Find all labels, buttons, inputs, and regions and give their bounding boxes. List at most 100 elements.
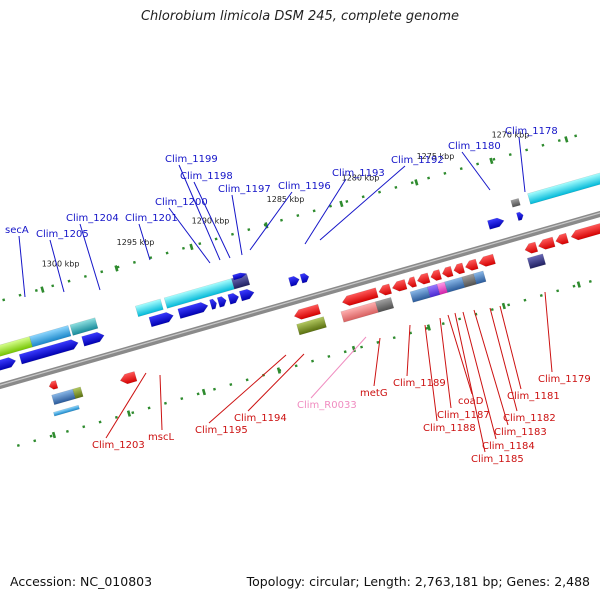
tick-mark-upper (198, 242, 202, 246)
tick-mark-upper (100, 270, 104, 274)
tick-mark-lower (311, 359, 315, 363)
gene-label-upper[interactable]: Clim_1197 (218, 184, 271, 195)
gene-feature (53, 404, 80, 417)
gene-label-lower[interactable]: Clim_1184 (482, 441, 535, 452)
gene-label-upper[interactable]: Clim_1198 (180, 171, 233, 182)
leader-line-lower (544, 291, 553, 373)
gene-label-lower[interactable]: Clim_1195 (195, 425, 248, 436)
gene-features (0, 171, 600, 417)
gene-feature (135, 298, 164, 318)
gene-label-lower[interactable]: Clim_1194 (234, 413, 287, 424)
leader-line-lower (454, 312, 486, 453)
genome-backbone (0, 206, 600, 394)
gene-label-lower[interactable]: Clim_R0033 (297, 400, 357, 411)
tick-mark-upper (525, 148, 529, 152)
gene-feature (51, 388, 76, 406)
tick-major-upper (564, 136, 569, 143)
gene-label-upper[interactable]: Clim_1199 (165, 154, 218, 165)
tick-major-lower (501, 302, 506, 310)
gene-label-lower[interactable]: mscL (148, 432, 174, 443)
tick-mark-upper (443, 171, 447, 175)
gene-feature (526, 253, 547, 270)
gene-feature (510, 198, 521, 208)
leader-line-upper (249, 191, 293, 251)
leader-line-upper (231, 194, 243, 256)
gene-feature (18, 339, 79, 365)
label-leader-lines (18, 136, 553, 453)
tick-mark-lower (376, 340, 380, 344)
tick-mark-upper (378, 190, 382, 194)
gene-label-upper[interactable]: Clim_1193 (332, 168, 385, 179)
tick-mark-upper (51, 284, 55, 288)
gene-label-lower[interactable]: Clim_1189 (393, 378, 446, 389)
tick-mark-upper (181, 246, 185, 250)
gene-feature (148, 312, 174, 328)
gene-feature (29, 325, 72, 348)
gene-feature (555, 232, 569, 245)
gene-feature (378, 283, 393, 296)
leader-line-lower (247, 353, 305, 412)
leader-line-lower (310, 336, 367, 399)
gene-label-upper[interactable]: Clim_1192 (391, 155, 444, 166)
gene-label-lower[interactable]: Clim_1203 (92, 440, 145, 451)
gene-label-upper[interactable]: Clim_1204 (66, 213, 119, 224)
kbp-tick-label: 1270 kbp (492, 131, 530, 140)
tick-mark-lower (114, 415, 118, 419)
gene-feature (232, 272, 248, 281)
gene-label-lower[interactable]: Clim_1179 (538, 374, 591, 385)
tick-mark-lower (539, 294, 543, 297)
tick-major-upper (339, 200, 344, 208)
leader-line-lower (373, 337, 381, 387)
gene-label-lower[interactable]: metG (360, 388, 388, 399)
gene-label-upper[interactable]: Clim_1201 (125, 213, 178, 224)
tick-mark-upper (492, 157, 496, 161)
tick-mark-lower (65, 429, 69, 433)
gene-feature (69, 317, 99, 336)
gene-label-upper[interactable]: Clim_1180 (448, 141, 501, 152)
tick-mark-upper (361, 195, 365, 199)
gene-label-lower[interactable]: Clim_1181 (507, 391, 560, 402)
gene-label-upper[interactable]: Clim_1205 (36, 229, 89, 240)
leader-line-lower (447, 314, 473, 395)
tick-mark-upper (230, 232, 234, 236)
gene-feature (478, 253, 496, 267)
gene-label-lower[interactable]: coaD (458, 396, 484, 407)
kbp-tick-label: 1285 kbp (267, 195, 305, 204)
tick-mark-upper (574, 134, 578, 138)
gene-feature (340, 301, 379, 323)
tick-mark-lower (82, 425, 86, 429)
leader-line-lower (489, 307, 518, 412)
gene-label-upper[interactable]: Clim_1178 (505, 126, 558, 137)
tick-mark-lower (441, 322, 445, 326)
leader-line-upper (461, 151, 491, 191)
gene-label-lower[interactable]: Clim_1183 (494, 427, 547, 438)
tick-mark-upper (541, 143, 545, 147)
leader-line-lower (462, 311, 497, 440)
tick-major-lower (51, 431, 57, 439)
tick-major-lower (201, 388, 207, 396)
gene-label-lower[interactable]: Clim_1185 (471, 454, 524, 465)
tick-major-upper (189, 243, 194, 251)
gene-label-upper[interactable]: Clim_1196 (278, 181, 331, 192)
leader-line-upper (168, 207, 211, 264)
tick-mark-lower (327, 354, 331, 358)
gene-label-upper[interactable]: Clim_1200 (155, 197, 208, 208)
gene-label-lower[interactable]: Clim_1188 (423, 423, 476, 434)
gene-label-upper[interactable]: secA (5, 225, 29, 236)
leader-line-upper (319, 165, 406, 241)
leader-line-upper (193, 181, 231, 259)
leader-line-upper (49, 239, 65, 293)
tick-mark-lower (294, 364, 298, 368)
gene-feature (119, 371, 138, 385)
gene-label-lower[interactable]: Clim_1187 (437, 410, 490, 421)
tick-mark-upper (67, 279, 71, 283)
gene-feature (48, 380, 59, 390)
gene-feature (375, 297, 395, 313)
tick-mark-lower (16, 443, 20, 447)
gene-feature (407, 276, 418, 288)
gene-feature (238, 288, 255, 302)
leader-line-upper (79, 223, 101, 291)
tick-mark-lower (572, 284, 576, 288)
gene-label-lower[interactable]: Clim_1182 (503, 413, 556, 424)
tick-mark-upper (2, 298, 6, 302)
